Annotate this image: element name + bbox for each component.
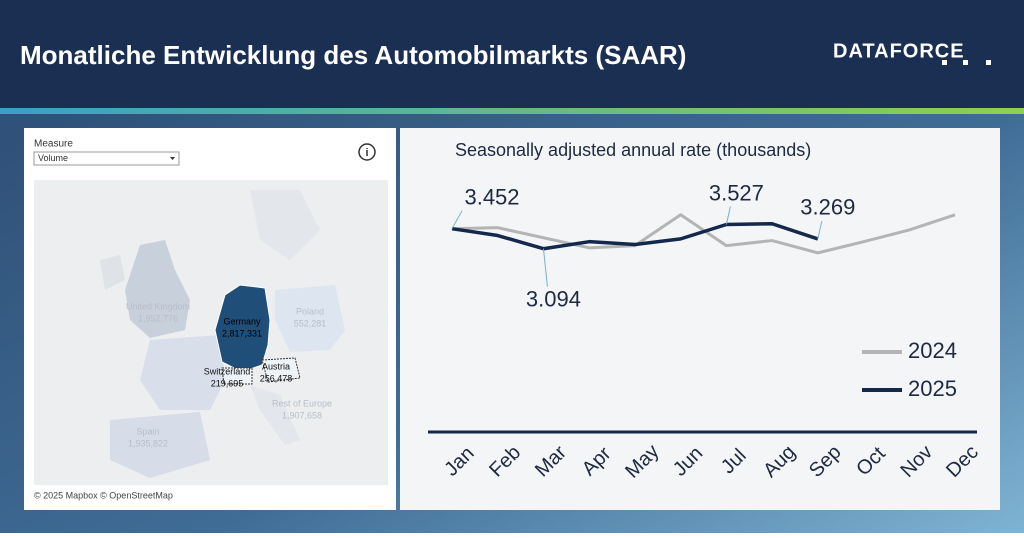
info-i: i — [365, 147, 368, 159]
page-title: Monatliche Entwicklung des Automobilmark… — [20, 40, 686, 70]
region-value: 1,907,658 — [282, 410, 322, 420]
dropdown-arrow — [170, 157, 175, 160]
region-name: United Kingdom — [126, 301, 190, 311]
poland — [275, 285, 345, 352]
legend-label: 2025 — [908, 376, 957, 401]
germany — [214, 284, 271, 373]
info-icon[interactable] — [358, 143, 376, 161]
spain — [110, 412, 210, 478]
region-value: 219,695 — [211, 378, 244, 388]
chart-panel — [400, 128, 1000, 510]
label-leader — [542, 248, 548, 287]
switzerland — [221, 367, 253, 385]
region-value: 2,817,331 — [222, 328, 262, 338]
scandinavia — [250, 190, 320, 260]
logo: DATAFORCE — [833, 40, 965, 62]
uk — [125, 240, 190, 338]
map-labels: United Kingdom 1,952,776 Poland 552,281 Germ… — [126, 301, 332, 448]
header-stripe — [0, 108, 1024, 114]
italy — [250, 385, 300, 445]
header-bar — [0, 0, 1024, 108]
label-leader — [817, 220, 823, 240]
measure-label: Measure — [34, 139, 73, 150]
region-value: 1,935,822 — [128, 438, 168, 448]
legend-label: 2024 — [908, 338, 957, 363]
data-label: 3.269 — [800, 195, 855, 220]
data-label: 3.527 — [709, 180, 764, 205]
label-leader — [451, 210, 463, 229]
region-value: 1,952,776 — [138, 313, 178, 323]
ireland — [100, 255, 125, 290]
measure-value: Volume — [38, 153, 68, 163]
chart-title: Seasonally adjusted annual rate (thousan… — [455, 140, 811, 160]
data-label: 3.094 — [526, 287, 581, 312]
region-name: Austria — [262, 361, 290, 371]
austria — [261, 357, 301, 383]
measure-dropdown[interactable] — [33, 151, 180, 166]
region-value: 552,281 — [294, 318, 327, 328]
series-line — [451, 222, 819, 251]
region-name: Poland — [296, 306, 324, 316]
region-value: 256,478 — [260, 373, 293, 383]
map-attribution: © 2025 Mapbox © OpenStreetMap — [34, 490, 173, 500]
data-label: 3.452 — [464, 185, 519, 210]
region-name: Spain — [136, 426, 159, 436]
label-leader — [725, 206, 731, 225]
france — [140, 335, 225, 410]
region-name: Switzerland — [204, 366, 251, 376]
logo-dots — [942, 60, 991, 65]
region-name: Rest of Europe — [272, 398, 332, 408]
region-name: Germany — [223, 316, 261, 326]
